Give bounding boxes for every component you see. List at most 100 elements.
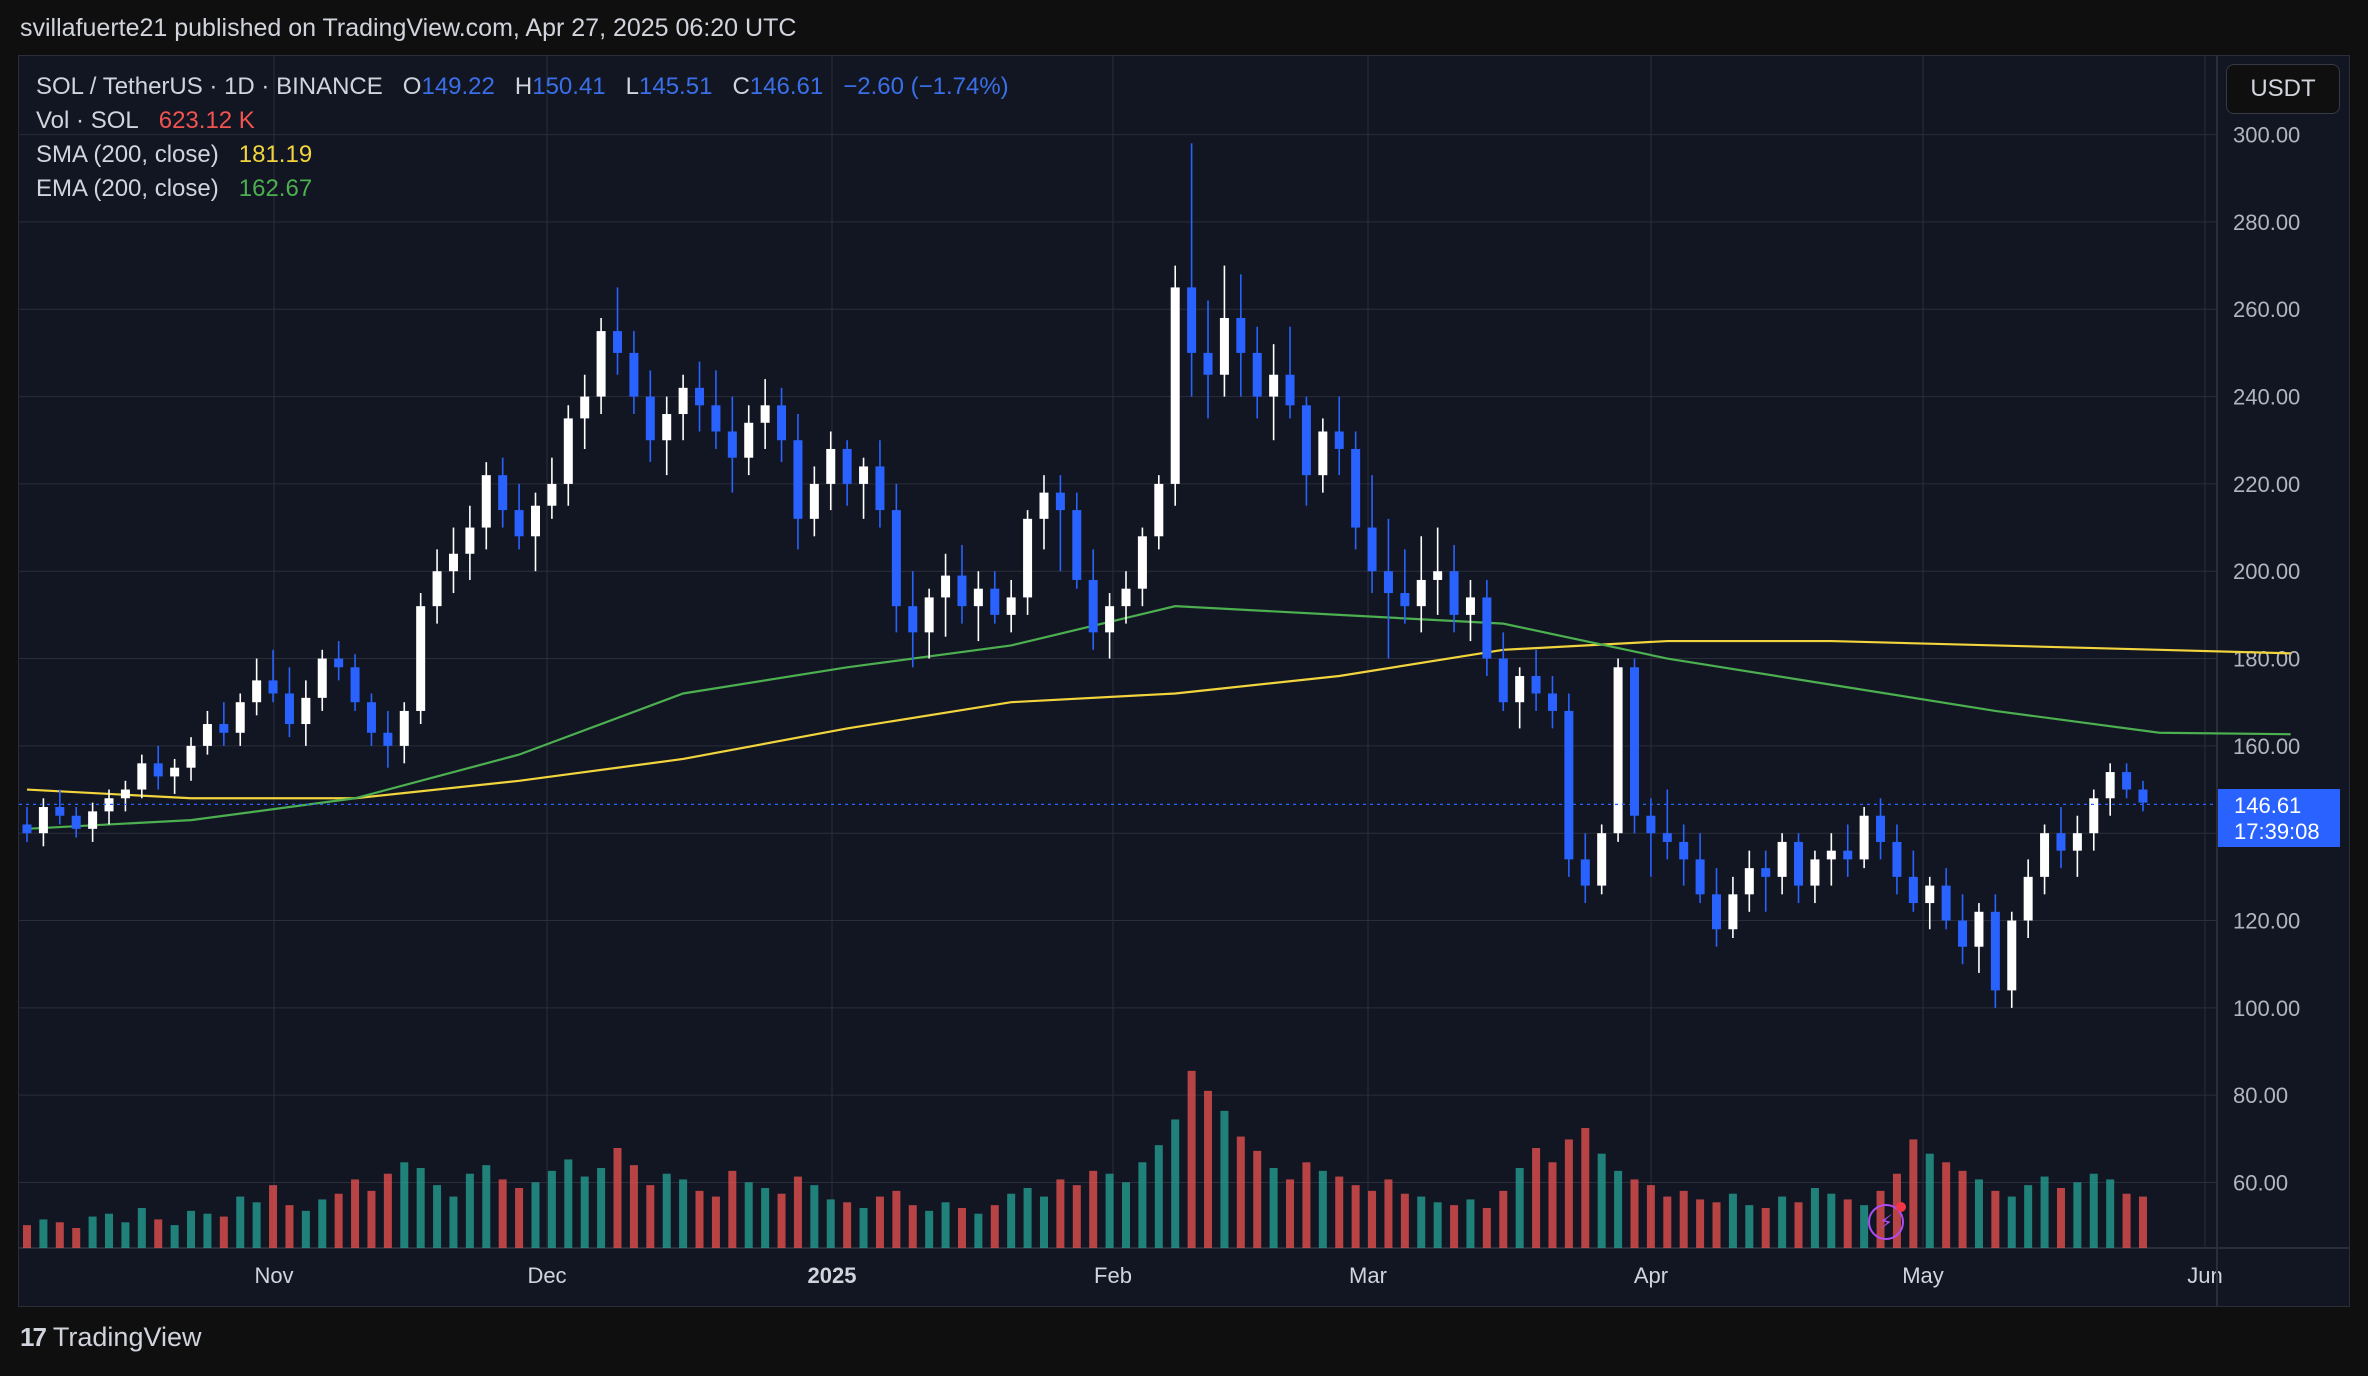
volume-bar bbox=[236, 1196, 245, 1248]
candle-body bbox=[727, 431, 737, 458]
legend-volume-row[interactable]: Vol · SOL 623.12 K bbox=[36, 104, 1009, 138]
volume-bar bbox=[1318, 1170, 1327, 1248]
candle-body bbox=[1072, 510, 1082, 580]
candle-body bbox=[219, 724, 229, 733]
x-tick-label: Apr bbox=[1634, 1263, 1668, 1288]
candle-body bbox=[1154, 483, 1164, 537]
y-tick-label: 180.00 bbox=[2233, 647, 2300, 672]
volume-bar bbox=[1302, 1162, 1311, 1248]
volume-bar bbox=[1269, 1168, 1278, 1248]
candle-body bbox=[55, 807, 65, 816]
volume-bar bbox=[1532, 1148, 1541, 1248]
y-tick-label: 100.00 bbox=[2233, 996, 2300, 1021]
volume-bar bbox=[482, 1165, 491, 1248]
candle-body bbox=[268, 680, 278, 694]
candle-body bbox=[1203, 352, 1213, 375]
ema-label: EMA (200, close) bbox=[36, 175, 219, 202]
volume-bar bbox=[941, 1202, 950, 1248]
volume-bar bbox=[88, 1216, 97, 1248]
candle-body bbox=[465, 527, 475, 554]
volume-bar bbox=[1384, 1179, 1393, 1248]
candle-body bbox=[1826, 850, 1836, 860]
candle-body bbox=[1531, 676, 1541, 694]
candle-body bbox=[284, 693, 294, 725]
volume-bar bbox=[23, 1225, 31, 1248]
candle-body bbox=[1515, 676, 1525, 703]
volume-bar bbox=[580, 1176, 589, 1248]
candle-body bbox=[924, 597, 934, 633]
volume-bar bbox=[1909, 1139, 1918, 1248]
x-tick-label: Nov bbox=[254, 1263, 293, 1288]
volume-bar bbox=[564, 1159, 573, 1248]
candle-body bbox=[1908, 876, 1918, 904]
volume-bar bbox=[1696, 1199, 1705, 1248]
legend-ema-row[interactable]: EMA (200, close) 162.67 bbox=[36, 172, 1009, 206]
candle-body bbox=[793, 440, 803, 519]
candle-body bbox=[120, 789, 130, 799]
candle-body bbox=[1990, 911, 2000, 991]
volume-bar bbox=[203, 1213, 212, 1248]
symbol-label[interactable]: SOL / TetherUS · 1D · BINANCE bbox=[36, 73, 383, 100]
bar-countdown: 17:39:08 bbox=[2234, 819, 2320, 844]
candle-body bbox=[1547, 693, 1557, 711]
volume-bar bbox=[711, 1196, 720, 1248]
volume-bar bbox=[679, 1179, 688, 1248]
candle-body bbox=[1580, 859, 1590, 886]
lightning-alert-icon[interactable]: ⚡ bbox=[1868, 1202, 1906, 1240]
volume-bar bbox=[1351, 1185, 1360, 1248]
candle-body bbox=[744, 422, 754, 458]
volume-bar bbox=[1039, 1196, 1048, 1248]
volume-bar bbox=[1548, 1162, 1557, 1248]
candle-body bbox=[1892, 841, 1902, 877]
currency-button[interactable]: USDT bbox=[2226, 64, 2340, 114]
candle-body bbox=[629, 352, 639, 397]
volume-bar bbox=[187, 1210, 196, 1248]
volume-bar bbox=[2089, 1173, 2098, 1248]
volume-bar bbox=[1089, 1170, 1098, 1248]
volume-bar bbox=[1105, 1173, 1114, 1248]
candle-body bbox=[1252, 352, 1262, 397]
volume-bar bbox=[777, 1193, 786, 1248]
candle-body bbox=[2122, 772, 2132, 790]
candle-body bbox=[22, 824, 32, 834]
candle-body bbox=[153, 763, 163, 777]
legend-sma-row[interactable]: SMA (200, close) 181.19 bbox=[36, 138, 1009, 172]
chart-panel[interactable]: 300.00 280.00 260.00 240.00 220.00 200.00 180.… bbox=[18, 55, 2350, 1307]
candle-body bbox=[1285, 374, 1295, 406]
volume-label: Vol · SOL bbox=[36, 107, 139, 134]
volume-bar bbox=[925, 1210, 934, 1248]
chart-legend: SOL / TetherUS · 1D · BINANCE O149.22 H1… bbox=[36, 70, 1009, 206]
price-chart[interactable]: 300.00 280.00 260.00 240.00 220.00 200.00 180.… bbox=[19, 56, 2349, 1306]
candle-body bbox=[842, 448, 852, 484]
volume-bar bbox=[1925, 1153, 1934, 1248]
volume-bar bbox=[1286, 1179, 1295, 1248]
volume-bar bbox=[1728, 1193, 1737, 1248]
close-value: 146.61 bbox=[749, 73, 824, 100]
candle-body bbox=[596, 331, 606, 397]
candle-body bbox=[1449, 571, 1459, 615]
candle-body bbox=[1498, 658, 1508, 703]
volume-bar bbox=[908, 1205, 917, 1248]
volume-bar bbox=[449, 1196, 458, 1248]
candle-body bbox=[2089, 798, 2099, 834]
volume-bar bbox=[465, 1173, 474, 1248]
volume-bar bbox=[1958, 1170, 1967, 1248]
candle-body bbox=[1137, 536, 1147, 589]
sma-value: 181.19 bbox=[238, 141, 313, 168]
volume-bar bbox=[2138, 1196, 2147, 1248]
candle-body bbox=[2040, 833, 2050, 877]
open-value: 149.22 bbox=[421, 73, 495, 100]
candle-body bbox=[875, 466, 885, 511]
volume-bar bbox=[2106, 1179, 2115, 1248]
candle-body bbox=[1695, 859, 1705, 895]
volume-bar bbox=[334, 1193, 343, 1248]
candle-body bbox=[104, 798, 114, 812]
candle-body bbox=[301, 697, 311, 725]
candle-body bbox=[2007, 920, 2017, 991]
volume-bar bbox=[1581, 1128, 1590, 1248]
candle-body bbox=[2105, 772, 2115, 799]
candle-body bbox=[563, 418, 573, 484]
volume-bar bbox=[1253, 1150, 1262, 1248]
change-value: −2.60 (−1.74%) bbox=[843, 73, 1009, 100]
candle-body bbox=[1925, 885, 1935, 904]
